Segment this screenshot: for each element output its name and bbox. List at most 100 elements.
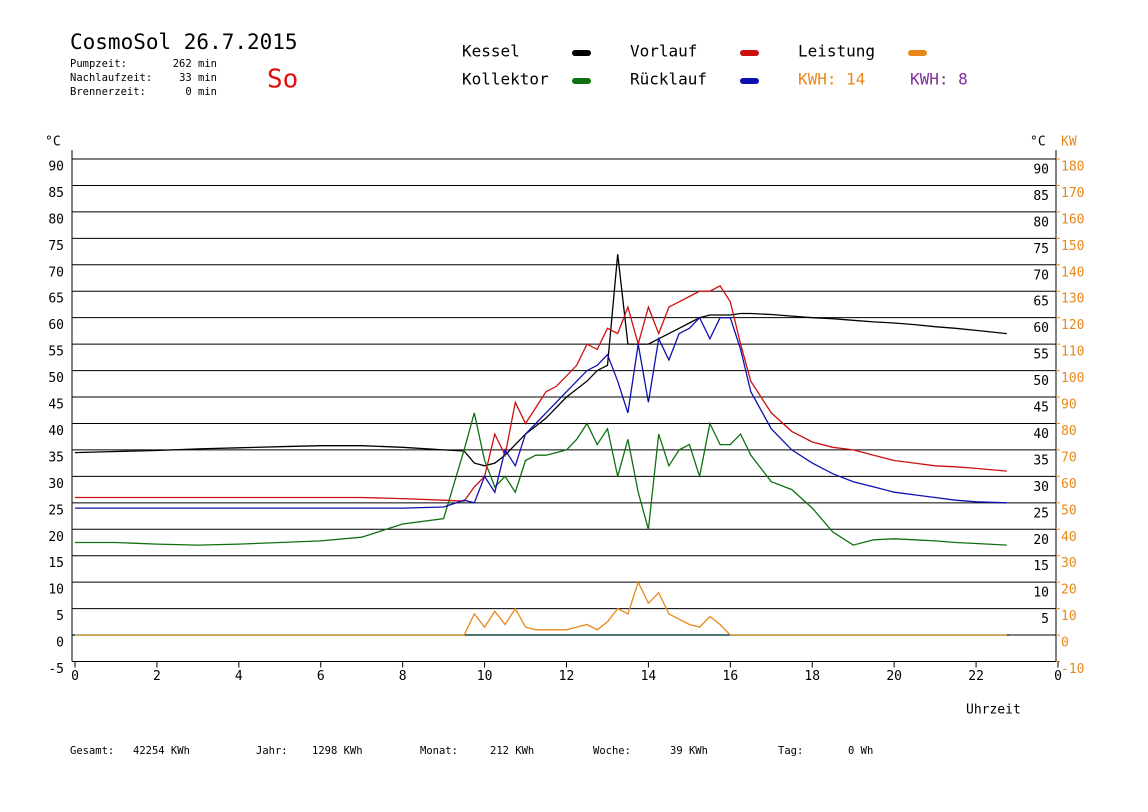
total-label: Gesamt:	[70, 745, 114, 757]
y2-tick-label: 150	[1061, 239, 1084, 254]
y-tick-label: 40	[48, 424, 64, 439]
y-right-tick-label: 90	[1033, 163, 1049, 178]
y2-tick-label: 90	[1061, 398, 1077, 413]
y2-tick-label: 160	[1061, 212, 1084, 227]
info-label: Brennerzeit:	[70, 86, 146, 98]
y-right-tick-label: 70	[1033, 268, 1049, 283]
x-tick-label: 4	[235, 669, 243, 684]
info-value: 33 min	[179, 72, 217, 84]
y2-tick-label: 180	[1061, 160, 1084, 175]
series-line	[74, 254, 1007, 467]
x-tick-label: 10	[477, 669, 493, 684]
y2-tick-label: 100	[1061, 371, 1084, 386]
y-tick-label: 30	[48, 477, 64, 492]
total-label: Woche:	[593, 745, 631, 757]
y-tick-label: 65	[48, 292, 64, 307]
y-tick-label: 75	[48, 239, 64, 254]
y-unit-right: °C	[1030, 135, 1046, 150]
y-tick-label: 90	[48, 160, 64, 175]
y-tick-label: 70	[48, 265, 64, 280]
x-axis-label: Uhrzeit	[966, 703, 1021, 718]
legend-label: Kollektor	[462, 70, 549, 89]
y-tick-label: 60	[48, 318, 64, 333]
y-unit: °C	[45, 135, 61, 150]
y-right-tick-label: 65	[1033, 295, 1049, 310]
y2-tick-label: 70	[1061, 450, 1077, 465]
y-right-tick-label: 10	[1033, 586, 1049, 601]
y-right-tick-label: 80	[1033, 215, 1049, 230]
total-label: Monat:	[420, 745, 458, 757]
series-line	[75, 580, 1007, 636]
day-label: So	[267, 65, 298, 95]
y-tick-label: 25	[48, 503, 64, 518]
total-value: 1298 KWh	[312, 745, 363, 757]
y-right-tick-label: 15	[1033, 559, 1049, 574]
y-right-tick-label: 50	[1033, 374, 1049, 389]
y2-tick-label: 130	[1061, 292, 1084, 307]
y-tick-label: 20	[48, 530, 64, 545]
y-tick-label: 15	[48, 556, 64, 571]
x-tick-label: 0	[71, 669, 79, 684]
x-tick-label: 14	[641, 669, 657, 684]
kwh-label: KWH: 8	[910, 70, 968, 89]
info-value: 0 min	[185, 86, 217, 98]
y2-tick-label: 0	[1061, 636, 1069, 651]
chart-title: CosmoSol 26.7.2015	[70, 30, 298, 54]
y-right-tick-label: 5	[1041, 612, 1049, 627]
y-tick-label: 10	[48, 583, 64, 598]
total-label: Jahr:	[256, 745, 288, 757]
x-tick-label: 18	[804, 669, 820, 684]
y2-tick-label: 50	[1061, 503, 1077, 518]
legend-label: Rücklauf	[630, 70, 707, 89]
y2-tick-label: 120	[1061, 318, 1084, 333]
y-right-tick-label: 45	[1033, 401, 1049, 416]
y2-tick-label: 140	[1061, 265, 1084, 280]
y-right-tick-label: 85	[1033, 189, 1049, 204]
info-value: 262 min	[173, 58, 217, 70]
series-line	[75, 285, 1007, 502]
total-value: 0 Wh	[848, 745, 873, 757]
x-tick-label: 20	[886, 669, 902, 684]
legend-label: Vorlauf	[630, 42, 697, 61]
x-tick-label: 16	[723, 669, 739, 684]
y2-tick-label: 110	[1061, 345, 1084, 360]
y-right-tick-label: 25	[1033, 506, 1049, 521]
y2-tick-label: 20	[1061, 583, 1077, 598]
x-tick-label: 8	[399, 669, 407, 684]
y-tick-label: 55	[48, 345, 64, 360]
y-tick-label: 45	[48, 398, 64, 413]
y2-tick-label: 30	[1061, 556, 1077, 571]
y-right-tick-label: 60	[1033, 321, 1049, 336]
y-right-tick-label: 40	[1033, 427, 1049, 442]
x-tick-label: 0	[1054, 669, 1062, 684]
y-tick-label: 80	[48, 212, 64, 227]
total-label: Tag:	[778, 745, 803, 757]
legend-label: Kessel	[462, 42, 520, 61]
y2-tick-label: 10	[1061, 609, 1077, 624]
y-right-tick-label: 30	[1033, 480, 1049, 495]
y2-unit: KW	[1061, 135, 1077, 150]
x-tick-label: 2	[153, 669, 161, 684]
kwh-label: KWH: 14	[798, 70, 865, 89]
info-label: Pumpzeit:	[70, 58, 127, 70]
series-line	[75, 412, 1007, 546]
y2-tick-label: 170	[1061, 186, 1084, 201]
y-tick-label: -5	[48, 662, 64, 677]
y-tick-label: 0	[56, 636, 64, 651]
y-right-tick-label: 55	[1033, 348, 1049, 363]
total-value: 42254 KWh	[133, 745, 190, 757]
y-tick-label: 50	[48, 371, 64, 386]
y-tick-label: 85	[48, 186, 64, 201]
y2-tick-label: 60	[1061, 477, 1077, 492]
y-right-tick-label: 75	[1033, 242, 1049, 257]
y-tick-label: 35	[48, 450, 64, 465]
series-line	[75, 316, 1007, 509]
x-tick-label: 22	[968, 669, 984, 684]
x-tick-label: 6	[317, 669, 325, 684]
y-right-tick-label: 35	[1033, 453, 1049, 468]
info-label: Nachlaufzeit:	[70, 72, 152, 84]
legend-label: Leistung	[798, 42, 875, 61]
y-right-tick-label: 20	[1033, 533, 1049, 548]
y2-tick-label: 40	[1061, 530, 1077, 545]
